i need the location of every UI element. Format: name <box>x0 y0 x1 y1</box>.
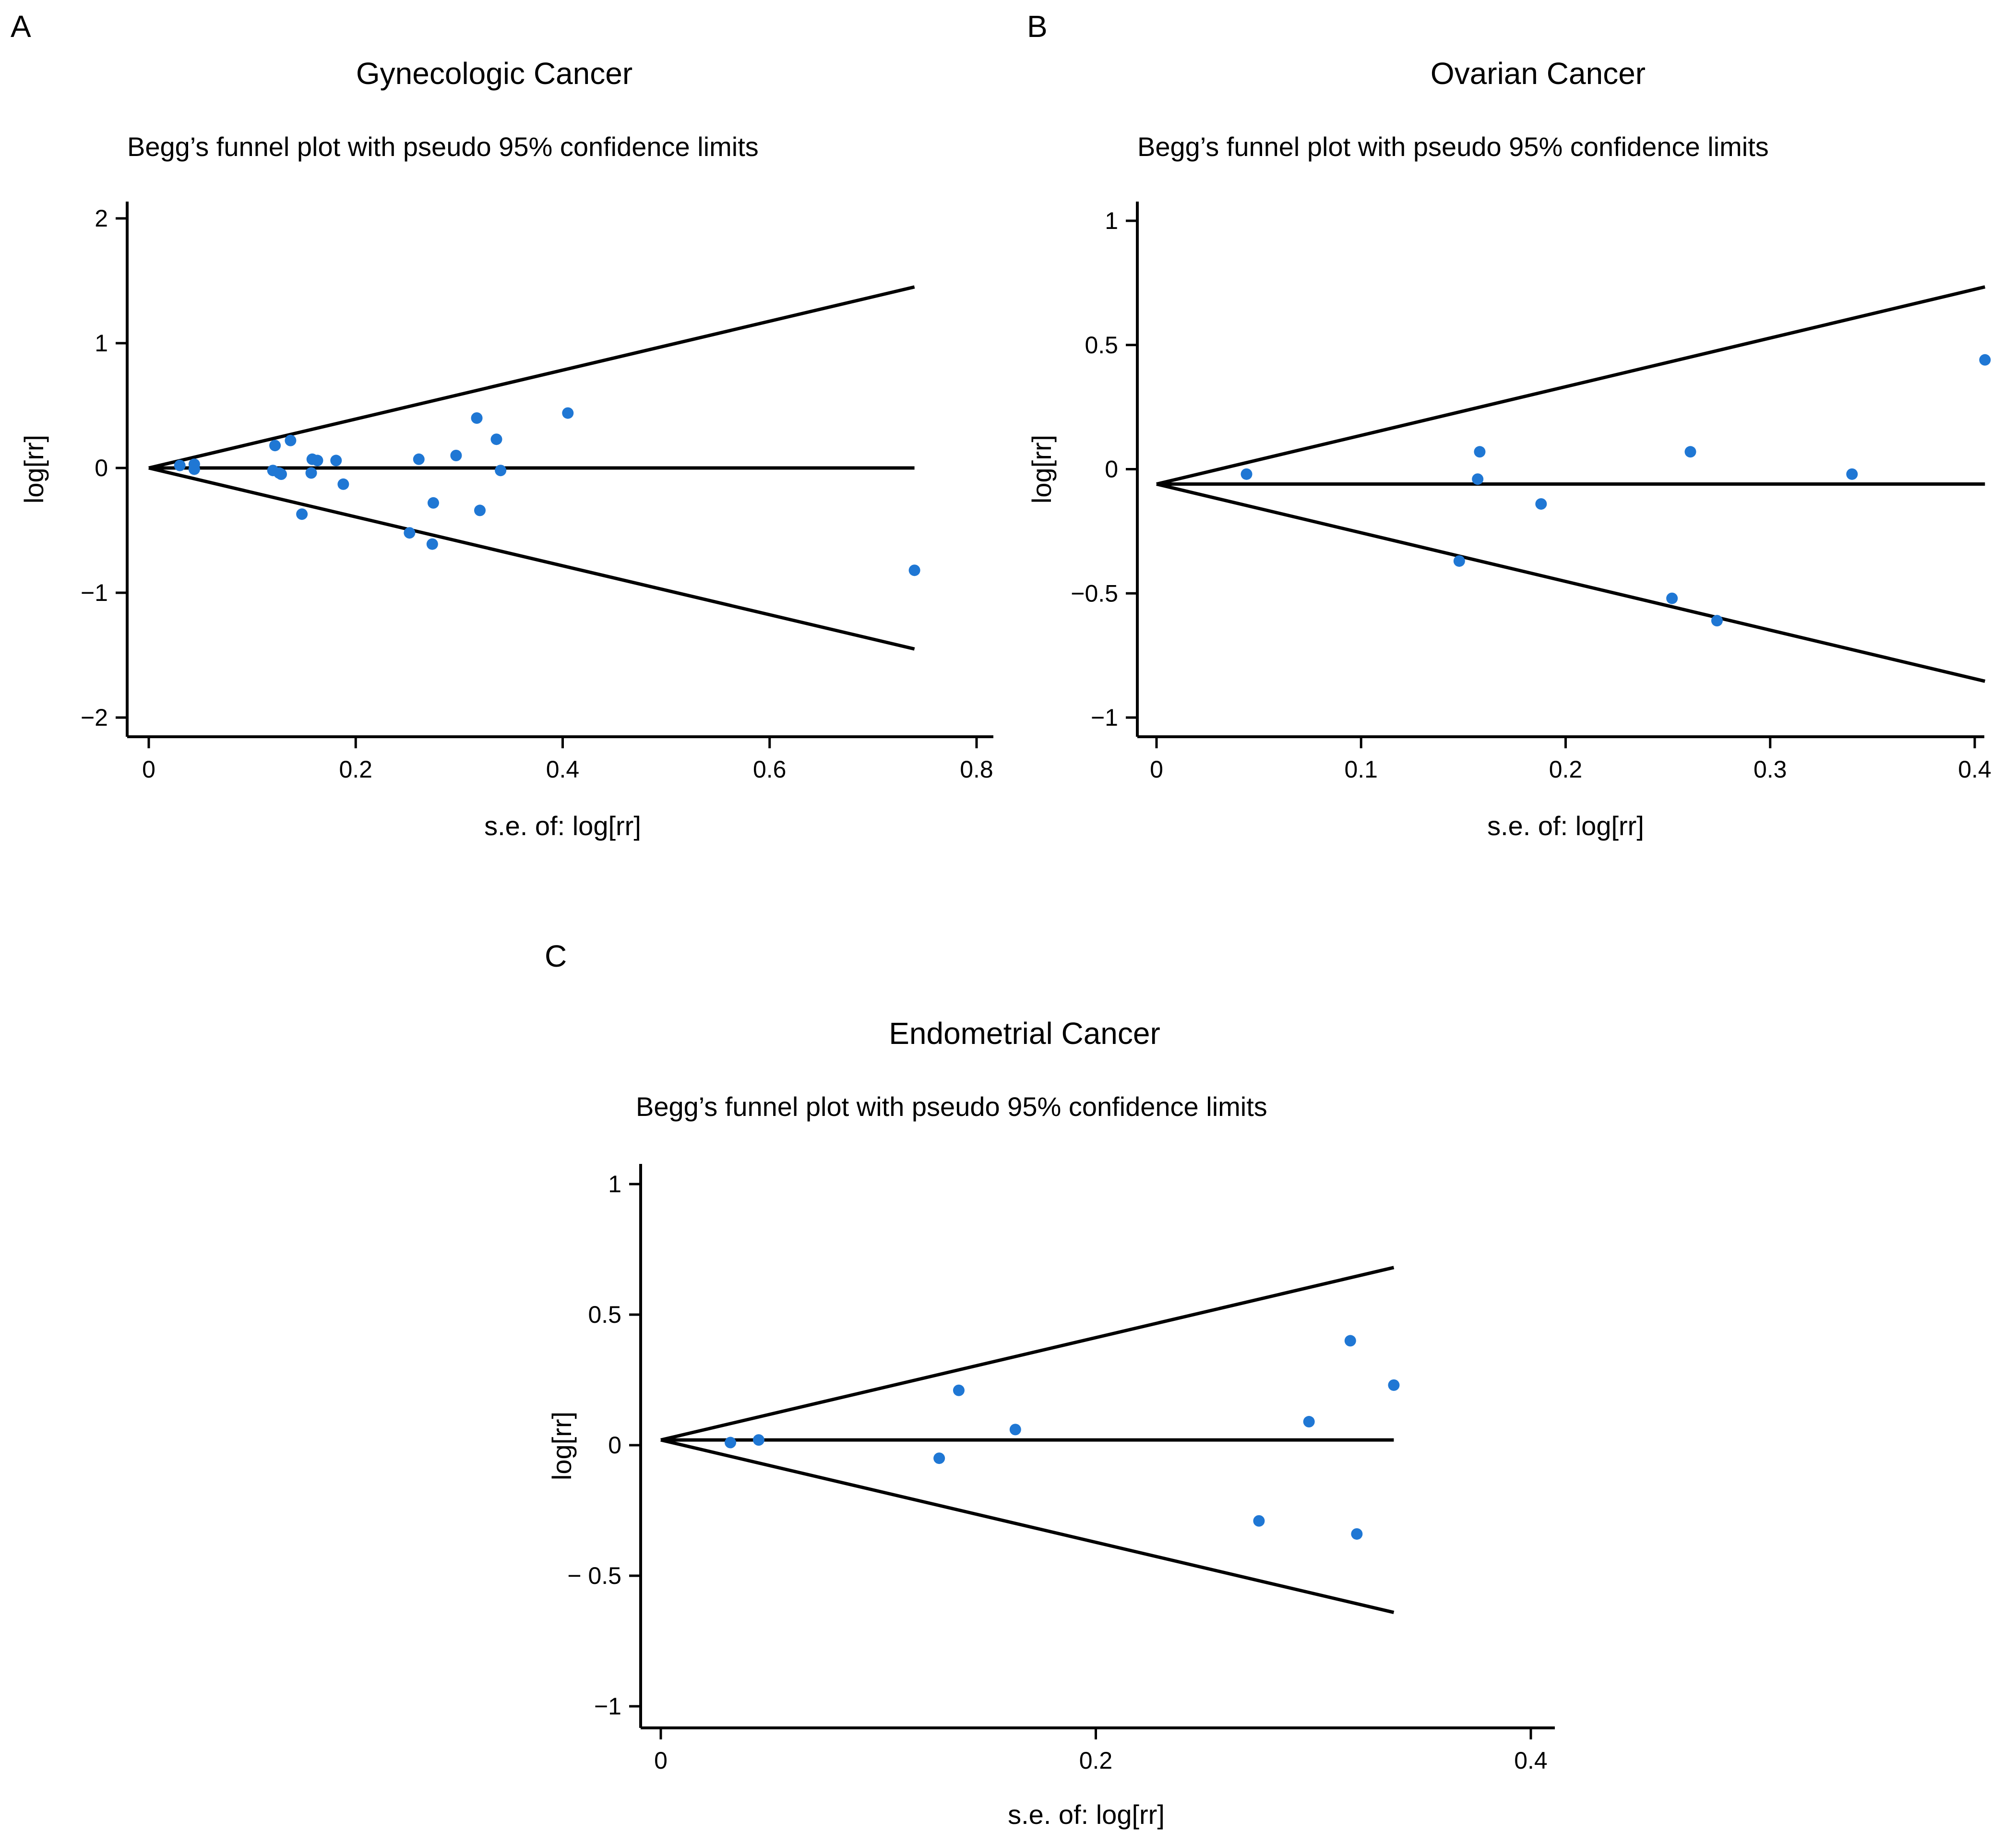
study-point-a <box>305 467 317 479</box>
study-point-a <box>311 455 323 467</box>
x-axis-label-b: s.e. of: log[rr] <box>1487 811 1644 841</box>
y-tick-label-c: 1 <box>608 1171 621 1198</box>
study-point-c <box>933 1452 945 1464</box>
study-point-b <box>1979 354 1991 366</box>
y-tick-label-a: −1 <box>81 579 108 606</box>
study-point-a <box>450 450 462 461</box>
upper-confidence-limit-c <box>660 1266 1395 1442</box>
study-point-a <box>285 434 297 446</box>
study-point-b <box>1684 446 1696 458</box>
study-point-a <box>426 538 438 550</box>
y-axis-label-b: log[rr] <box>1026 435 1057 503</box>
study-point-c <box>953 1384 965 1396</box>
study-point-b <box>1711 615 1723 627</box>
y-tick-label-c: 0.5 <box>588 1301 621 1328</box>
chart-title-c: Endometrial Cancer <box>889 1016 1160 1051</box>
study-point-a <box>471 412 483 424</box>
x-tick-label-a: 0.8 <box>960 756 993 783</box>
x-tick-label-c: 0.2 <box>1079 1747 1113 1774</box>
y-axis-label-a: log[rr] <box>19 435 49 503</box>
study-point-c <box>725 1437 737 1449</box>
y-tick-label-c: − 0.5 <box>567 1562 621 1589</box>
study-point-b <box>1453 555 1465 567</box>
y-tick-label-b: 1 <box>1105 207 1118 234</box>
chart-subtitle-a: Begg’s funnel plot with pseudo 95% confi… <box>127 132 759 162</box>
x-axis-label-c: s.e. of: log[rr] <box>1008 1799 1165 1830</box>
upper-confidence-limit-a <box>148 285 915 470</box>
chart-subtitle-b: Begg’s funnel plot with pseudo 95% confi… <box>1137 132 1769 162</box>
study-point-a <box>490 433 502 445</box>
x-tick-label-b: 0.1 <box>1344 756 1378 783</box>
x-tick-label-b: 0 <box>1150 756 1163 783</box>
study-point-a <box>404 527 416 539</box>
study-point-c <box>1009 1424 1021 1436</box>
y-tick-label-a: 0 <box>95 455 108 481</box>
study-point-a <box>337 478 349 490</box>
chart-title-b: Ovarian Cancer <box>1431 56 1646 91</box>
study-point-b <box>1535 498 1547 510</box>
study-point-b <box>1241 468 1253 480</box>
y-tick-label-a: −2 <box>81 704 108 731</box>
study-point-a <box>174 459 186 471</box>
study-point-c <box>1303 1416 1315 1428</box>
y-tick-label-a: 1 <box>95 330 108 357</box>
upper-confidence-limit-b <box>1156 285 1986 486</box>
study-point-c <box>1388 1379 1400 1391</box>
panel-label-a: A <box>11 9 31 44</box>
study-point-a <box>908 564 920 576</box>
study-point-a <box>296 508 308 520</box>
study-point-c <box>1351 1528 1363 1540</box>
x-tick-label-b: 0.3 <box>1754 756 1787 783</box>
study-point-a <box>188 463 200 475</box>
lower-confidence-limit-b <box>1156 482 1986 683</box>
y-axis-label-c: log[rr] <box>547 1412 577 1480</box>
y-tick-label-b: −0.5 <box>1071 580 1118 607</box>
x-tick-label-c: 0 <box>654 1747 668 1774</box>
y-tick-label-c: −1 <box>594 1693 621 1720</box>
study-point-c <box>1253 1515 1265 1527</box>
study-point-b <box>1846 468 1858 480</box>
study-point-a <box>275 468 287 480</box>
panel-label-c: C <box>545 939 567 973</box>
x-tick-label-a: 0.4 <box>546 756 580 783</box>
x-tick-label-b: 0.2 <box>1549 756 1583 783</box>
x-tick-label-b: 0.4 <box>1958 756 1992 783</box>
x-tick-label-a: 0 <box>142 756 155 783</box>
study-point-a <box>427 497 439 509</box>
x-tick-label-a: 0.2 <box>339 756 372 783</box>
x-axis-label-a: s.e. of: log[rr] <box>484 811 641 841</box>
lower-confidence-limit-c <box>660 1438 1395 1614</box>
study-point-a <box>562 407 574 419</box>
y-tick-label-b: −1 <box>1091 704 1118 731</box>
study-point-a <box>413 453 425 465</box>
lower-confidence-limit-a <box>148 466 915 651</box>
study-point-b <box>1472 473 1484 485</box>
study-point-b <box>1474 446 1486 458</box>
study-point-c <box>1344 1335 1356 1347</box>
y-tick-label-b: 0 <box>1105 456 1118 483</box>
study-point-a <box>330 455 342 467</box>
x-tick-label-a: 0.6 <box>753 756 787 783</box>
study-point-b <box>1666 592 1678 604</box>
study-point-a <box>269 440 281 452</box>
chart-title-a: Gynecologic Cancer <box>356 56 632 91</box>
y-tick-label-b: 0.5 <box>1085 332 1118 359</box>
study-point-a <box>495 465 507 477</box>
y-tick-label-a: 2 <box>95 205 108 232</box>
y-tick-label-c: 0 <box>608 1432 621 1459</box>
chart-subtitle-c: Begg’s funnel plot with pseudo 95% confi… <box>636 1091 1267 1122</box>
study-point-a <box>474 504 486 516</box>
x-tick-label-c: 0.4 <box>1514 1747 1548 1774</box>
study-point-c <box>752 1434 764 1446</box>
panel-label-b: B <box>1027 9 1048 44</box>
